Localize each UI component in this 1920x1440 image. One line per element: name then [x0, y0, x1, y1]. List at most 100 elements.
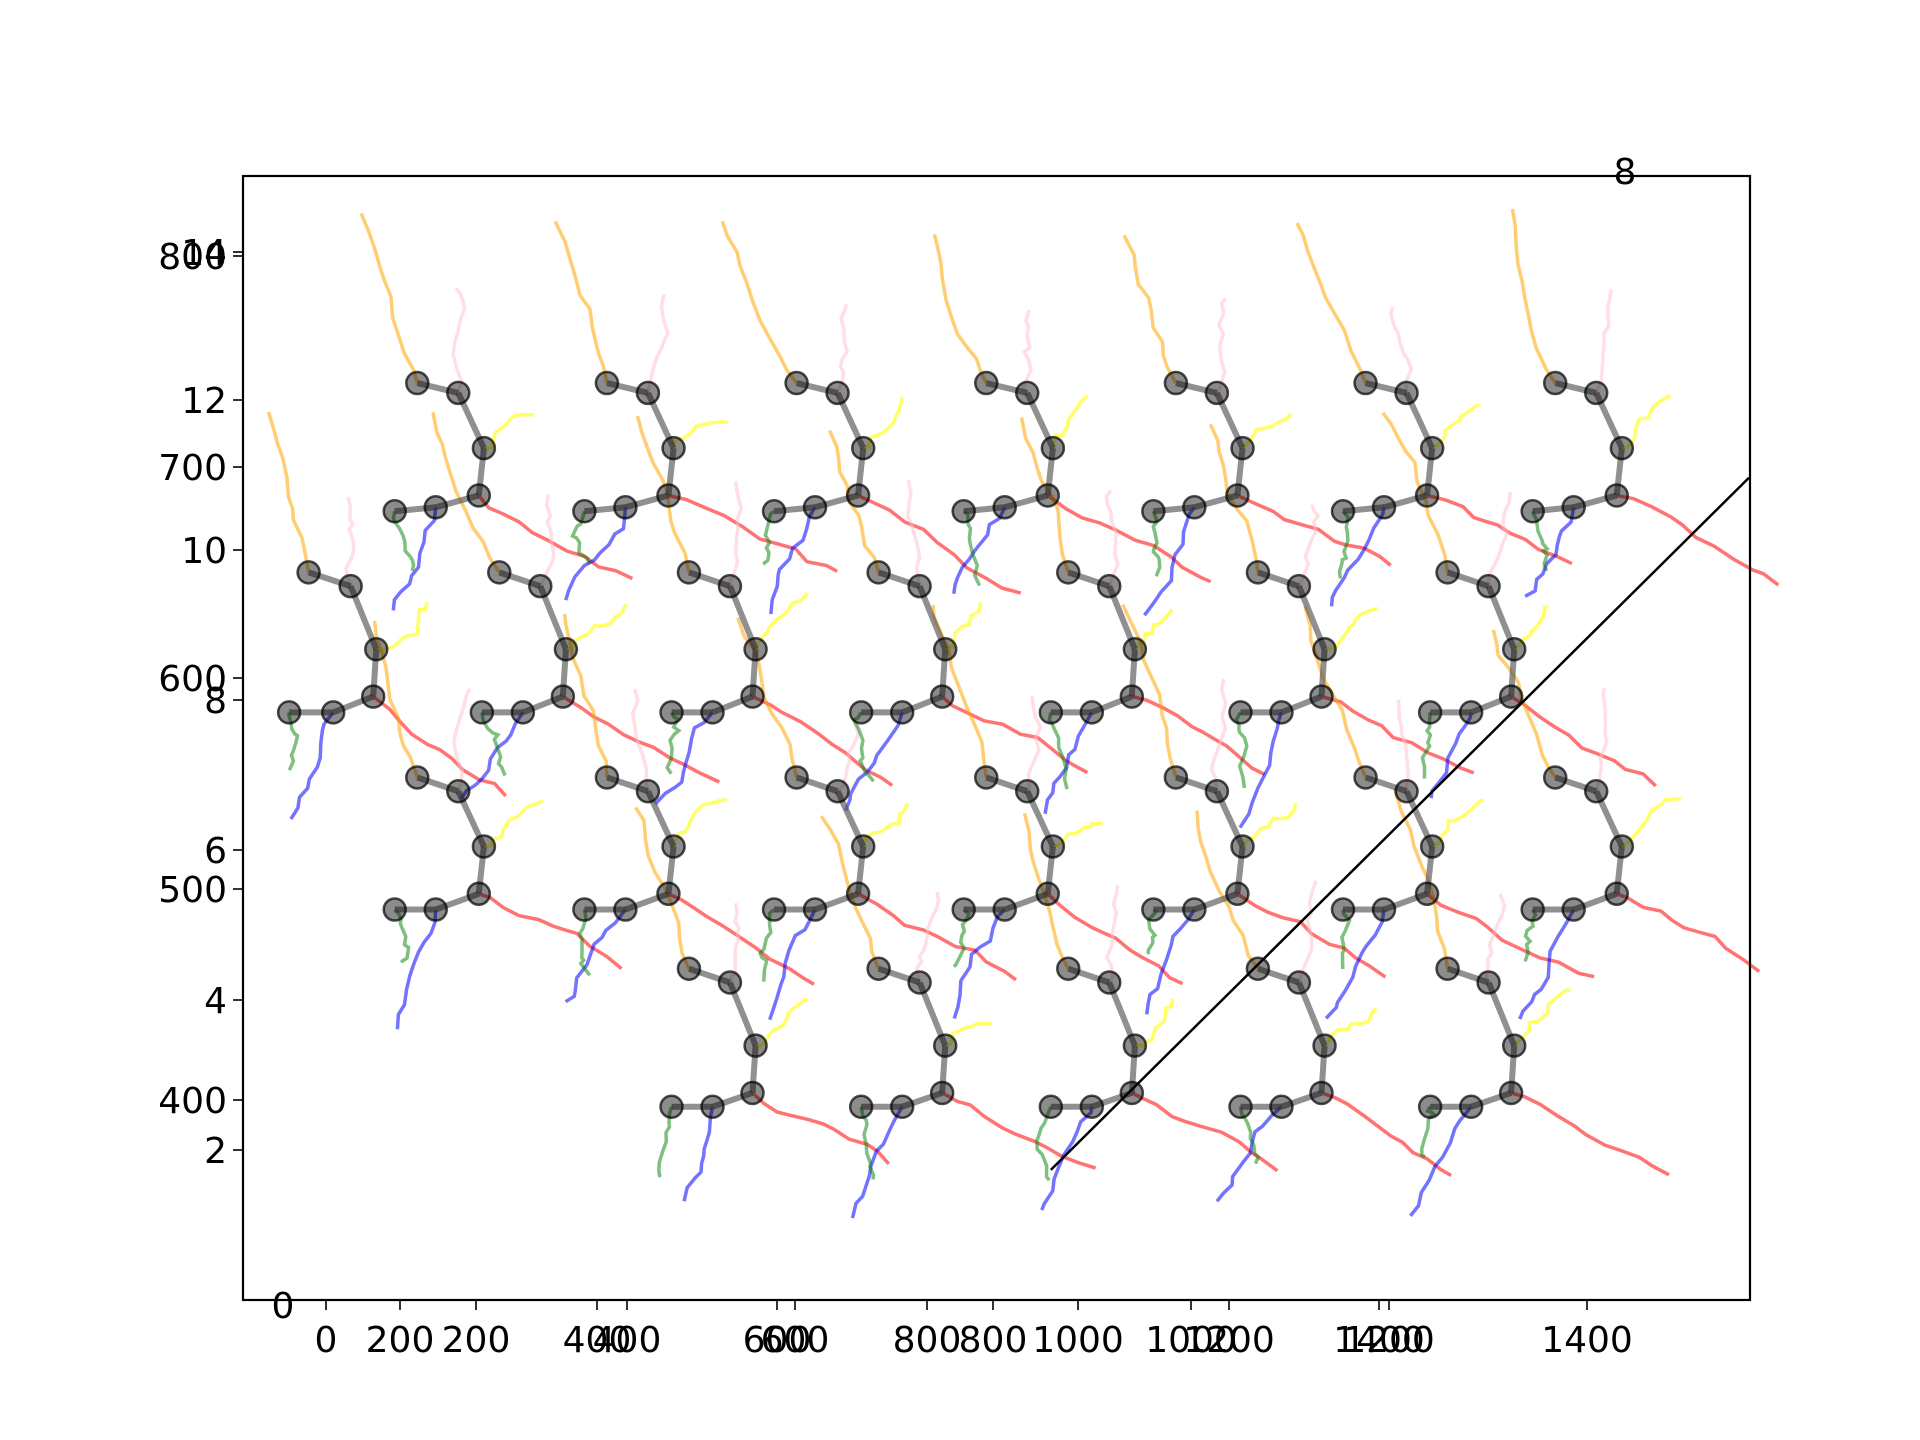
- atom-point: [784, 370, 809, 396]
- trajectory-line: [1389, 306, 1414, 393]
- trajectory-line: [1518, 908, 1576, 1020]
- atom-point: [848, 1094, 874, 1120]
- trajectory-line: [682, 1106, 715, 1202]
- trajectory-line: [857, 493, 1022, 595]
- trajectory-line: [1297, 504, 1321, 587]
- atom-point: [825, 380, 850, 406]
- trajectory-line: [1510, 695, 1657, 788]
- atom-point: [360, 684, 386, 709]
- trajectory-line: [395, 909, 438, 1030]
- atom-point: [338, 573, 363, 599]
- atom-point: [1141, 498, 1166, 524]
- atom-point: [848, 700, 874, 725]
- bond-line: [773, 504, 816, 515]
- atom-point: [907, 970, 932, 995]
- atom-point: [1141, 897, 1166, 922]
- trajectory-line: [1297, 880, 1318, 984]
- trajectory-line: [851, 711, 875, 783]
- bond-line: [1067, 965, 1111, 986]
- trajectory-line: [478, 892, 623, 970]
- atom-point: [1609, 834, 1635, 859]
- atom-point: [1038, 700, 1064, 725]
- trajectory-line: [952, 908, 1006, 1020]
- bond-line: [1446, 569, 1490, 590]
- bond-line: [855, 846, 867, 895]
- trajectory-line: [372, 620, 419, 778]
- trajectory-line: [850, 1105, 904, 1219]
- trajectory-line: [480, 712, 507, 777]
- trajectory-line: [1486, 491, 1512, 587]
- bond-line: [434, 890, 480, 913]
- y-tick-label: 700: [158, 448, 227, 489]
- trajectory-line: [754, 591, 809, 651]
- atom-point: [907, 573, 932, 599]
- bond-line: [1508, 649, 1518, 697]
- trajectory-line: [1144, 908, 1196, 1015]
- atom-point: [717, 970, 743, 995]
- trajectory-line: [1295, 222, 1368, 384]
- atom-point: [553, 637, 579, 662]
- plot-frame: [241, 174, 1752, 1302]
- trajectory-line: [835, 303, 850, 394]
- atom-point: [1435, 956, 1460, 981]
- bond-line: [1280, 1090, 1323, 1110]
- trajectory-line: [646, 293, 670, 394]
- atom-point: [1604, 483, 1629, 508]
- y-tick-label: 12: [181, 381, 227, 422]
- atom-point: [700, 700, 725, 725]
- atom-point: [951, 897, 976, 922]
- trajectory-line: [1146, 908, 1159, 955]
- trajectory-line: [451, 286, 467, 394]
- atom-point: [1286, 573, 1312, 599]
- bond-line: [1342, 504, 1385, 515]
- trajectory-line: [862, 396, 905, 450]
- atom-point: [1097, 573, 1122, 599]
- trajectory-line: [1215, 1105, 1283, 1203]
- atom-point: [1414, 881, 1440, 907]
- atom-point: [1520, 897, 1545, 922]
- atom-point: [1330, 498, 1356, 524]
- x-tick-label: 0: [315, 1320, 338, 1361]
- bond-line: [606, 380, 649, 396]
- trajectory-line: [344, 496, 356, 587]
- bond-line: [1424, 846, 1436, 895]
- y-tick-label: 8: [204, 681, 227, 722]
- atom-point: [889, 700, 915, 725]
- atom-point: [1204, 778, 1230, 804]
- trajectory-line: [836, 719, 861, 793]
- trajectory-lines: [266, 208, 1780, 1219]
- atom-point: [802, 897, 828, 922]
- trajectory-line: [668, 493, 839, 573]
- x-tick-label: 600: [743, 1320, 812, 1361]
- atom-point: [1394, 778, 1419, 804]
- atom-point: [1520, 498, 1545, 524]
- trajectory-line: [665, 711, 682, 775]
- trajectory-line: [751, 1091, 891, 1166]
- atom-point: [1312, 1033, 1337, 1058]
- atom-point: [1163, 370, 1189, 396]
- atom-point: [845, 483, 871, 508]
- trajectory-line: [564, 908, 627, 1004]
- y-tick-label: 6: [204, 831, 227, 872]
- y-tick-label: 500: [158, 870, 227, 911]
- atom-point: [1371, 495, 1397, 520]
- y-tick-label: 2: [204, 1131, 227, 1172]
- atom-point: [550, 684, 576, 709]
- atom-point: [659, 1094, 684, 1120]
- atom-point: [1228, 1094, 1253, 1120]
- bond-line: [711, 1090, 754, 1110]
- bond-line: [1382, 890, 1429, 913]
- atom-point: [1245, 560, 1271, 585]
- atom-point: [761, 897, 787, 922]
- y-tick-label: 14: [181, 233, 227, 274]
- atom-point: [825, 778, 850, 804]
- bond-line: [521, 693, 564, 716]
- trajectory-line: [1019, 417, 1070, 573]
- atom-point: [1230, 435, 1255, 461]
- atom-point: [1286, 970, 1312, 995]
- atom-point: [973, 370, 999, 396]
- atom-point: [382, 498, 407, 524]
- bond-line: [877, 569, 921, 590]
- trajectory-line: [1531, 510, 1550, 572]
- trajectory-line: [932, 233, 988, 384]
